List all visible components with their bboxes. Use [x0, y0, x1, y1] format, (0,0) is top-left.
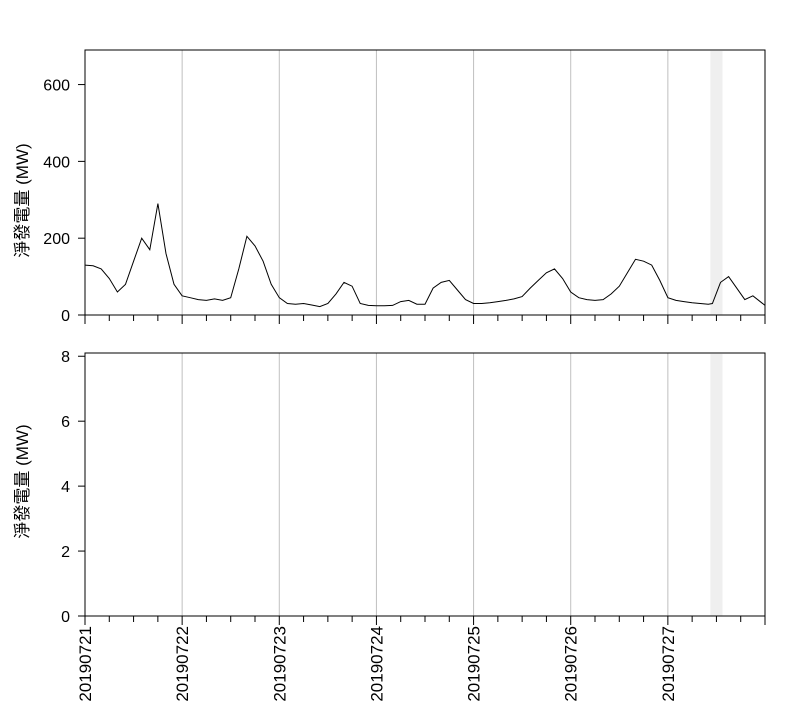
y-tick-label: 200 — [43, 231, 70, 248]
x-tick-label: 20190723 — [270, 626, 289, 702]
top-y-axis: 0 200 400 600 — [43, 78, 85, 325]
bottom-shade-band — [710, 354, 723, 616]
top-panel: 0 200 400 600 淨發電量 (MW) — [13, 49, 766, 325]
y-tick-label: 4 — [61, 479, 70, 496]
y-tick-label: 0 — [61, 308, 70, 325]
bottom-y-axis: 0 2 4 6 8 — [61, 349, 85, 626]
top-y-axis-label: 淨發電量 (MW) — [13, 143, 32, 257]
bottom-plot-frame — [84, 352, 766, 617]
y-tick-label: 6 — [61, 414, 70, 431]
y-tick-label: 400 — [43, 154, 70, 171]
top-grid-lines — [181, 50, 669, 315]
x-tick-label: 20190726 — [562, 626, 581, 702]
x-tick-label: 20190722 — [173, 626, 192, 702]
bottom-grid-lines — [181, 353, 669, 616]
bottom-panel: 0 2 4 6 8 淨發電量 (MW) 20190721 20190722 20190723… — [13, 349, 766, 702]
top-plot-frame — [84, 49, 766, 316]
y-tick-label: 2 — [61, 544, 70, 561]
top-x-ticks — [84, 315, 766, 324]
y-tick-label: 8 — [61, 349, 70, 366]
x-tick-labels: 20190721 20190722 20190723 20190724 20190725… — [76, 626, 678, 702]
x-tick-label: 20190724 — [367, 626, 386, 702]
x-tick-label: 20190725 — [465, 626, 484, 702]
top-shade-band — [710, 51, 723, 315]
x-tick-label: 20190727 — [659, 626, 678, 702]
bottom-y-axis-label: 淨發電量 (MW) — [13, 424, 32, 538]
y-tick-label: 0 — [61, 609, 70, 626]
y-tick-label: 600 — [43, 78, 70, 95]
bottom-x-ticks — [84, 616, 766, 625]
x-tick-label: 20190721 — [76, 626, 95, 702]
top-series-line — [84, 203, 766, 308]
